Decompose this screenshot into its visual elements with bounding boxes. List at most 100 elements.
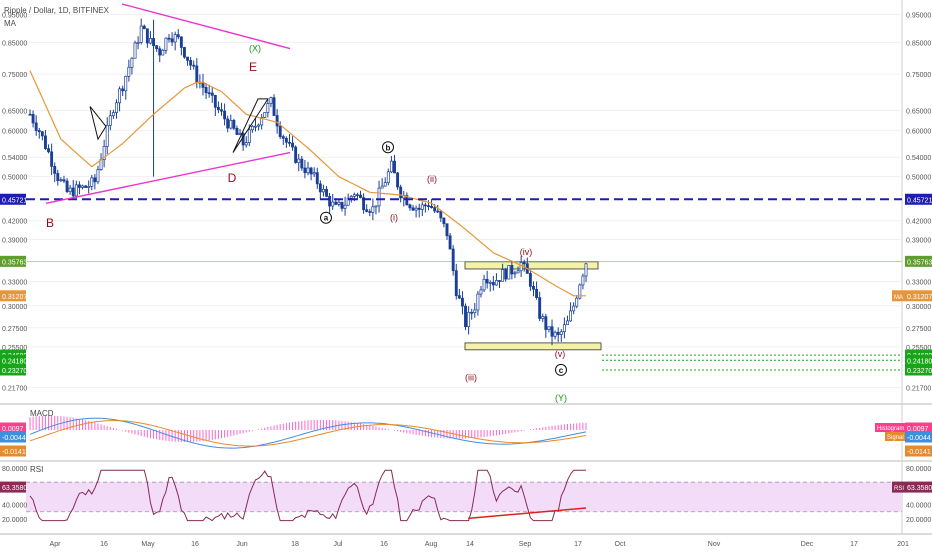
candle-body bbox=[278, 125, 282, 137]
price-badge-left-bg bbox=[0, 364, 26, 376]
price-tick-label: 0.95000 bbox=[906, 12, 931, 19]
candle-body bbox=[318, 183, 322, 193]
candle-body bbox=[584, 263, 588, 277]
price-badge-right: 0.24180 bbox=[907, 358, 932, 365]
price-badge-right: 0.31207 bbox=[907, 294, 932, 301]
candle-body bbox=[365, 209, 369, 212]
candle-body bbox=[389, 160, 393, 173]
candle-body bbox=[325, 188, 328, 197]
candle-body bbox=[288, 141, 291, 144]
candles-layer bbox=[28, 18, 588, 443]
price-badge-left-bg bbox=[0, 255, 26, 267]
price-badge-left: 0.45721 bbox=[2, 197, 27, 204]
price-tick-label-left: 0.60000 bbox=[2, 129, 27, 136]
price-badge-left: 0.31207 bbox=[2, 294, 27, 301]
price-tick-label-left: 0.39000 bbox=[2, 237, 27, 244]
price-tick-label-left: 0.85000 bbox=[2, 41, 27, 48]
candle-body bbox=[309, 167, 313, 175]
candle-body bbox=[244, 142, 248, 146]
ma-tag: MA bbox=[894, 295, 903, 301]
candle-body bbox=[260, 117, 264, 126]
candle-body bbox=[47, 148, 50, 153]
candle-body bbox=[494, 280, 498, 286]
candle-body bbox=[161, 49, 165, 56]
wave-label: (v) bbox=[555, 349, 566, 359]
candle-body bbox=[142, 25, 146, 30]
candle-body bbox=[269, 97, 273, 104]
time-tick-label: 14 bbox=[466, 541, 474, 548]
ma-tag-bg bbox=[892, 290, 905, 302]
candle-body bbox=[519, 262, 523, 272]
price-badge-right: 0.45721 bbox=[907, 197, 932, 204]
candle-body bbox=[328, 195, 332, 207]
price-badge-left-bg bbox=[0, 193, 26, 205]
candle-body bbox=[164, 37, 168, 51]
candle-body bbox=[281, 136, 285, 139]
time-tick-label: 16 bbox=[380, 541, 388, 548]
rsi-band bbox=[26, 482, 902, 512]
candle-body bbox=[210, 92, 214, 96]
wave-label: (iii) bbox=[465, 373, 477, 383]
candle-body bbox=[130, 57, 134, 68]
candle-body bbox=[532, 286, 535, 290]
candle-body bbox=[380, 185, 384, 189]
price-tick-label: 0.30000 bbox=[906, 304, 931, 311]
wedge-shape bbox=[89, 106, 107, 141]
candle-body bbox=[362, 197, 366, 211]
candle-body bbox=[294, 146, 298, 163]
time-tick-label: 201 bbox=[897, 541, 909, 548]
candle-body bbox=[127, 66, 131, 77]
candle-body bbox=[232, 119, 236, 129]
candle-body bbox=[417, 207, 421, 210]
rsi-band-layer bbox=[26, 481, 902, 513]
candle-body bbox=[566, 320, 569, 326]
wave-label-circle bbox=[555, 363, 567, 376]
price-tick-label-left: 0.65000 bbox=[2, 108, 27, 115]
candle-body bbox=[247, 129, 251, 143]
candle-body bbox=[473, 309, 477, 314]
histogram-tag: Histogram bbox=[877, 426, 904, 432]
candle-body bbox=[223, 110, 227, 120]
wedge-shape bbox=[232, 98, 269, 153]
candle-body bbox=[312, 172, 316, 175]
candle-body bbox=[158, 48, 162, 56]
candle-body bbox=[108, 115, 112, 126]
annotation-back-layer bbox=[26, 260, 902, 351]
candle-body bbox=[257, 124, 261, 127]
candle-body bbox=[263, 112, 267, 118]
candle-body bbox=[77, 184, 81, 188]
candle-body bbox=[448, 235, 452, 250]
candle-body bbox=[460, 297, 464, 307]
candle-body bbox=[133, 42, 137, 59]
price-tick-label: 0.25500 bbox=[906, 345, 931, 352]
candle-body bbox=[491, 282, 495, 286]
candle-body bbox=[81, 185, 84, 188]
candle-body bbox=[266, 103, 270, 113]
rsi-badge-right-bg bbox=[905, 481, 932, 493]
badges-layer: 0.45721 0.45721 0.35763 0.35763 0.31207 0.312… bbox=[0, 193, 932, 493]
candle-body bbox=[371, 206, 375, 213]
candle-body bbox=[306, 167, 310, 174]
candle-body bbox=[56, 173, 60, 181]
price-tick-label: 0.27500 bbox=[906, 326, 931, 333]
candle-body bbox=[355, 194, 359, 197]
price-tick-label: 0.42000 bbox=[906, 219, 931, 226]
candle-body bbox=[516, 270, 520, 274]
candle-body bbox=[408, 204, 412, 209]
rsi-line bbox=[29, 469, 586, 522]
price-tick-label: 0.65000 bbox=[906, 108, 931, 115]
candle-body bbox=[550, 326, 554, 337]
candle-body bbox=[136, 42, 140, 44]
candle-body bbox=[457, 295, 461, 299]
candle-body bbox=[28, 113, 32, 116]
rsi-trendline bbox=[467, 507, 587, 520]
wave-label: (i) bbox=[390, 213, 398, 223]
candle-body bbox=[213, 95, 217, 108]
price-tick-label-left: 0.75000 bbox=[2, 72, 27, 79]
price-tick-label-left: 0.50000 bbox=[2, 175, 27, 182]
candle-body bbox=[436, 210, 440, 213]
candle-body bbox=[578, 284, 582, 299]
candle-body bbox=[423, 204, 427, 207]
